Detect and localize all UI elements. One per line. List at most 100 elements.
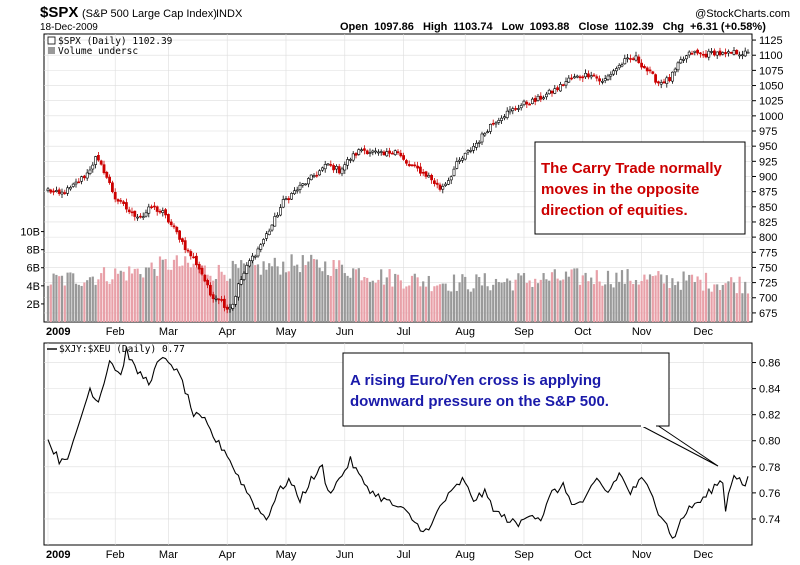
volume-bar [618, 281, 621, 322]
price-month-label: Apr [219, 326, 236, 338]
candle-body [290, 193, 294, 200]
volume-bar [209, 275, 212, 322]
candle-body [108, 176, 112, 183]
candle-body [726, 51, 730, 54]
volume-bar [69, 272, 72, 322]
candle-body [264, 233, 268, 239]
candle-body [284, 198, 288, 201]
candle-body [192, 256, 196, 259]
candle-body [743, 50, 747, 57]
candle-body [278, 207, 282, 216]
volume-bar [307, 261, 310, 322]
price-tick-label: 675 [759, 308, 777, 320]
volume-bar [450, 291, 453, 322]
candle-body [334, 165, 338, 170]
volume-bar [198, 268, 201, 322]
volume-bar [184, 256, 187, 322]
volume-legend-text: Volume undersc [58, 46, 138, 57]
candle-body [374, 150, 378, 153]
volume-bar [178, 266, 181, 322]
candle-body [544, 93, 548, 98]
volume-bar [231, 260, 234, 322]
candle-body [586, 73, 590, 78]
candle-body [463, 152, 467, 160]
volume-bar [704, 272, 708, 322]
volume-bar [203, 265, 206, 322]
candle-body [642, 66, 646, 69]
euro-yen-annotation-line: downward pressure on the S&P 500. [350, 393, 609, 410]
price-month-label: Nov [632, 326, 652, 338]
candle-body [206, 280, 210, 286]
volume-bar [741, 293, 744, 322]
candle-body [603, 78, 607, 81]
volume-bar [464, 276, 467, 322]
price-month-label: May [276, 326, 297, 338]
volume-bar [298, 272, 302, 322]
volume-bar [508, 280, 512, 322]
candle-body [491, 122, 495, 125]
candle-body [598, 78, 602, 82]
volume-bar [128, 266, 131, 322]
candle-body [539, 95, 543, 100]
volume-bar [671, 278, 674, 322]
volume-bar [511, 290, 514, 322]
volume-bar [500, 282, 503, 322]
candle-body [181, 238, 184, 242]
volume-bar [422, 281, 425, 322]
carry-trade-annotation-line: moves in the opposite [541, 181, 699, 198]
candle-body [312, 175, 316, 178]
volume-bar [405, 286, 408, 322]
candle-body [701, 53, 705, 56]
volume-bar [391, 286, 394, 322]
candle-body [245, 265, 249, 274]
candle-body [209, 284, 212, 296]
close-value: 1102.39 [614, 21, 654, 33]
volume-bar [326, 275, 330, 322]
volume-bar [102, 267, 106, 322]
candle-body [609, 74, 613, 77]
candle-body [150, 206, 154, 208]
candle-body [612, 70, 616, 75]
candle-body [130, 211, 134, 214]
volume-bar [682, 271, 685, 322]
candle-body [466, 150, 470, 153]
candle-body [460, 157, 464, 161]
volume-bar [441, 283, 444, 322]
candle-body [668, 77, 672, 82]
price-month-label: 2009 [46, 326, 70, 338]
volume-bar [167, 269, 170, 322]
volume-bar [444, 283, 447, 322]
candle-body [684, 55, 688, 60]
ratio-month-label: Mar [159, 549, 178, 561]
ratio-month-label: Jul [397, 549, 411, 561]
candle-body [99, 160, 103, 165]
volume-bar [595, 270, 598, 322]
volume-bar [352, 268, 355, 322]
candle-body [469, 149, 473, 152]
candle-body [223, 298, 226, 308]
candle-body [119, 200, 123, 202]
volume-bar [517, 273, 520, 322]
chg-label: Chg [662, 21, 685, 33]
volume-bar [396, 274, 400, 322]
volume-bar [562, 279, 565, 322]
volume-bar [234, 264, 237, 322]
volume-bar [738, 276, 741, 322]
candle-body [399, 152, 403, 157]
volume-bar [696, 276, 699, 322]
volume-bar [746, 293, 750, 322]
volume-bar [156, 275, 159, 322]
candle-body [153, 205, 156, 208]
candle-body [578, 76, 582, 79]
volume-bar [486, 286, 489, 322]
candle-body [623, 58, 627, 65]
chart-exchange: INDX [216, 8, 243, 20]
volume-bar [354, 269, 358, 322]
volume-bar [447, 290, 450, 322]
candle-body [525, 101, 529, 105]
candle-body [178, 230, 182, 240]
candle-body [715, 51, 719, 56]
candle-body [139, 215, 142, 218]
volume-bar [606, 270, 610, 322]
quote-summary: Open 1097.86 High 1103.74 Low 1093.88 Close… [340, 21, 772, 33]
